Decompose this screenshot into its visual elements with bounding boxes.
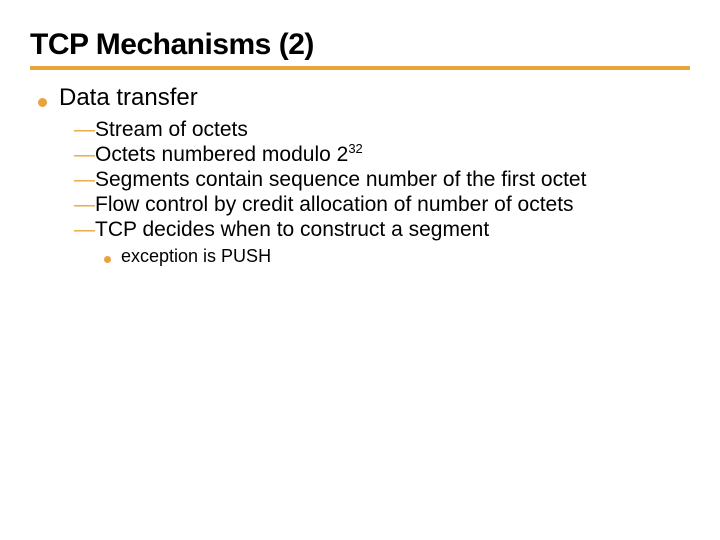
level2-item: — TCP decides when to construct a segmen…	[74, 218, 690, 242]
level2-text: Octets numbered modulo 232	[95, 143, 363, 167]
title-underline: TCP Mechanisms (2)	[30, 28, 690, 70]
dash-icon: —	[74, 143, 95, 167]
dash-icon: —	[74, 118, 95, 142]
dash-icon: —	[74, 193, 95, 217]
level2-text-base: Octets numbered modulo 2	[95, 143, 348, 166]
level3-text: exception is PUSH	[121, 246, 271, 267]
bullet-icon	[38, 98, 47, 107]
bullet-icon	[104, 256, 111, 263]
level2-item: — Stream of octets	[74, 118, 690, 142]
slide-title: TCP Mechanisms (2)	[30, 28, 690, 62]
level1-text: Data transfer	[59, 84, 198, 112]
dash-icon: —	[74, 168, 95, 192]
level2-text: Segments contain sequence number of the …	[95, 168, 586, 192]
level2-list: — Stream of octets — Octets numbered mod…	[74, 118, 690, 267]
level2-item: — Segments contain sequence number of th…	[74, 168, 690, 192]
level3-item: exception is PUSH	[104, 246, 690, 267]
level1-item: Data transfer — Stream of octets — Octet…	[38, 84, 690, 267]
dash-icon: —	[74, 218, 95, 242]
level1-row: Data transfer	[38, 84, 690, 112]
level2-text: Stream of octets	[95, 118, 248, 142]
level2-item: — Octets numbered modulo 232	[74, 143, 690, 167]
level2-text: TCP decides when to construct a segment	[95, 218, 489, 242]
superscript: 32	[348, 141, 362, 156]
level3-list: exception is PUSH	[104, 246, 690, 267]
slide: TCP Mechanisms (2) Data transfer — Strea…	[0, 0, 720, 540]
level2-text: Flow control by credit allocation of num…	[95, 193, 574, 217]
level2-item: — Flow control by credit allocation of n…	[74, 193, 690, 217]
